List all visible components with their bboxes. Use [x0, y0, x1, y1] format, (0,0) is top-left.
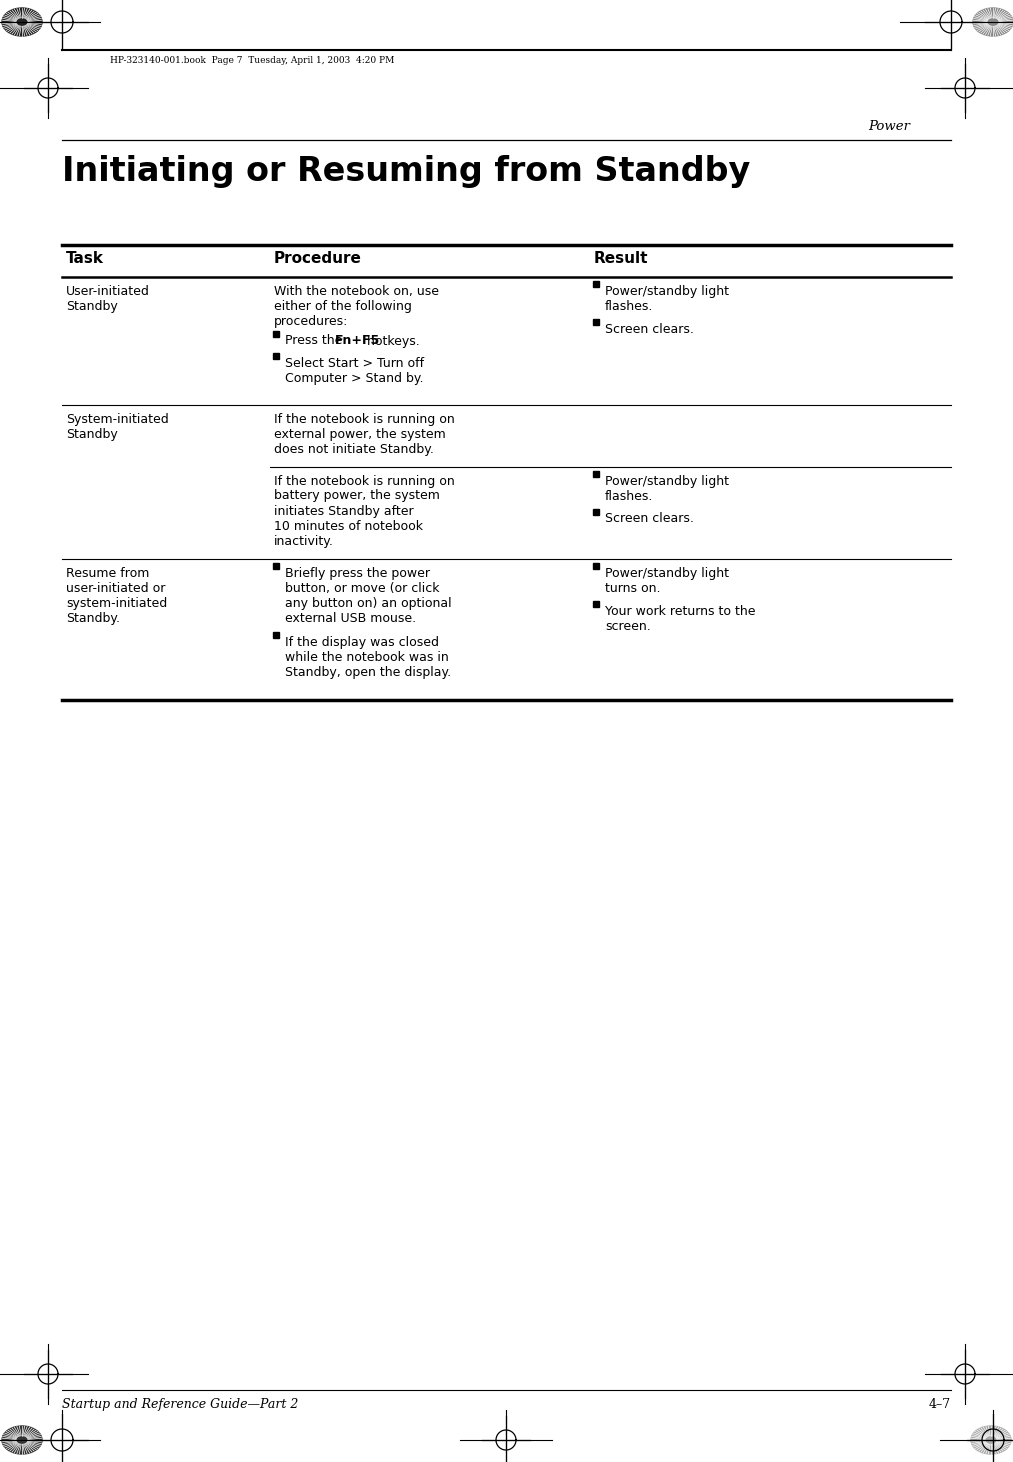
Text: System-initiated
Standby: System-initiated Standby	[66, 412, 169, 442]
Text: If the notebook is running on
battery power, the system
initiates Standby after
: If the notebook is running on battery po…	[274, 475, 455, 547]
Text: Result: Result	[594, 251, 648, 266]
Text: Power/standby light
turns on.: Power/standby light turns on.	[605, 567, 729, 595]
Ellipse shape	[971, 1425, 1011, 1455]
Bar	[593, 281, 599, 287]
Text: Procedure: Procedure	[274, 251, 362, 266]
Bar	[272, 330, 279, 336]
Text: Power/standby light
flashes.: Power/standby light flashes.	[605, 285, 729, 313]
Text: Fn+F5: Fn+F5	[335, 335, 380, 348]
Text: Briefly press the power
button, or move (or click
any button on) an optional
ext: Briefly press the power button, or move …	[285, 567, 452, 624]
Bar	[272, 632, 279, 637]
Bar	[272, 352, 279, 360]
Text: 4–7: 4–7	[929, 1398, 951, 1411]
Bar	[593, 563, 599, 569]
Text: Screen clears.: Screen clears.	[605, 323, 694, 336]
Text: Initiating or Resuming from Standby: Initiating or Resuming from Standby	[62, 155, 751, 189]
Text: HP-323140-001.book  Page 7  Tuesday, April 1, 2003  4:20 PM: HP-323140-001.book Page 7 Tuesday, April…	[110, 56, 394, 64]
Text: Select Start > Turn off
Computer > Stand by.: Select Start > Turn off Computer > Stand…	[285, 357, 424, 385]
Text: If the display was closed
while the notebook was in
Standby, open the display.: If the display was closed while the note…	[285, 636, 451, 678]
Text: User-initiated
Standby: User-initiated Standby	[66, 285, 150, 313]
Text: With the notebook on, use
either of the following
procedures:: With the notebook on, use either of the …	[274, 285, 439, 327]
Text: Power/standby light
flashes.: Power/standby light flashes.	[605, 475, 729, 503]
Text: Power: Power	[868, 120, 910, 133]
Bar	[593, 471, 599, 477]
Text: Startup and Reference Guide—Part 2: Startup and Reference Guide—Part 2	[62, 1398, 299, 1411]
Text: Resume from
user-initiated or
system-initiated
Standby.: Resume from user-initiated or system-ini…	[66, 567, 167, 624]
Text: Your work returns to the
screen.: Your work returns to the screen.	[605, 605, 756, 633]
Ellipse shape	[2, 1425, 42, 1455]
Bar	[593, 601, 599, 607]
Ellipse shape	[2, 7, 42, 37]
Ellipse shape	[973, 7, 1013, 37]
Bar	[593, 319, 599, 325]
Text: hotkeys.: hotkeys.	[363, 335, 419, 348]
Text: Press the: Press the	[285, 335, 346, 348]
Text: Task: Task	[66, 251, 104, 266]
Text: Screen clears.: Screen clears.	[605, 513, 694, 525]
Bar	[593, 509, 599, 515]
Bar	[272, 563, 279, 569]
Text: If the notebook is running on
external power, the system
does not initiate Stand: If the notebook is running on external p…	[274, 412, 455, 456]
